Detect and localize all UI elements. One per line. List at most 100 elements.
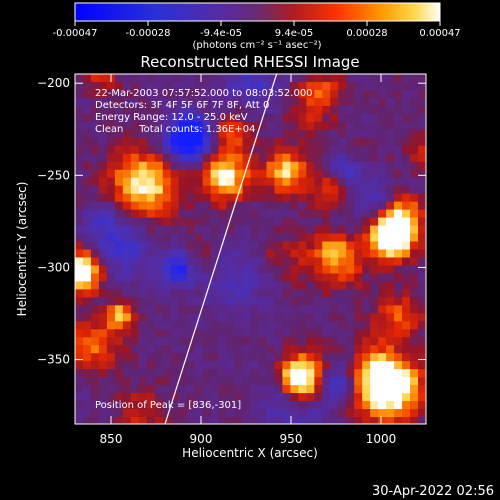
heatmap-cell <box>170 417 180 424</box>
heatmap-cell <box>114 337 124 346</box>
heatmap-cell <box>418 113 426 123</box>
heatmap-cell <box>130 241 140 251</box>
heatmap-cell <box>146 113 156 123</box>
heatmap-cell <box>154 129 164 139</box>
heatmap-cell <box>354 201 363 211</box>
heatmap-cell <box>386 361 395 370</box>
heatmap-cell <box>306 217 315 227</box>
heatmap-cell <box>154 273 164 283</box>
heatmap-cell <box>370 233 379 243</box>
heatmap-cell <box>138 113 148 123</box>
heatmap-cell <box>218 74 228 83</box>
heatmap-cell <box>106 385 116 394</box>
heatmap-cell <box>370 241 379 251</box>
heatmap-cell <box>82 401 92 410</box>
heatmap-cell <box>170 81 180 91</box>
heatmap-cell <box>354 289 363 298</box>
heatmap-cell <box>75 313 84 322</box>
heatmap-cell <box>314 185 323 195</box>
heatmap-cell <box>186 369 196 378</box>
heatmap-cell <box>146 369 156 378</box>
heatmap-cell <box>362 249 371 259</box>
heatmap-cell <box>410 241 419 251</box>
heatmap-cell <box>194 177 204 187</box>
heatmap-cell <box>210 321 220 330</box>
heatmap-cell <box>330 289 339 298</box>
heatmap-cell <box>298 81 307 91</box>
heatmap-cell <box>370 161 379 171</box>
heatmap-cell <box>242 81 252 91</box>
heatmap-cell <box>386 337 395 346</box>
heatmap-cell <box>354 161 363 171</box>
heatmap-cell <box>338 273 347 283</box>
heatmap-cell <box>234 97 244 107</box>
heatmap-cell <box>346 401 355 410</box>
heatmap-cell <box>370 337 379 346</box>
heatmap-cell <box>314 209 323 219</box>
heatmap-cell <box>274 337 284 346</box>
heatmap-cell <box>266 249 276 259</box>
heatmap-cell <box>162 401 172 410</box>
heatmap-cell <box>210 361 220 370</box>
heatmap-cell <box>162 265 172 275</box>
heatmap-cell <box>122 153 132 163</box>
heatmap-cell <box>378 361 387 370</box>
heatmap-cell <box>378 153 387 163</box>
heatmap-cell <box>202 281 212 290</box>
heatmap-cell <box>362 97 371 107</box>
heatmap-cell <box>218 153 228 163</box>
annotations: 22-Mar-2003 07:57:52.000 to 08:03:52.000… <box>95 88 313 411</box>
heatmap-cell <box>154 401 164 410</box>
heatmap-cell <box>322 393 331 402</box>
heatmap-cell <box>82 249 92 259</box>
heatmap-cell <box>194 185 204 195</box>
heatmap-cell <box>418 281 426 290</box>
heatmap-cell <box>250 361 260 370</box>
heatmap-cell <box>282 249 291 259</box>
heatmap-cell <box>282 361 291 370</box>
heatmap-cell <box>130 393 140 402</box>
heatmap-cell <box>314 225 323 235</box>
heatmap-cell <box>258 313 268 322</box>
heatmap-cell <box>234 409 244 418</box>
heatmap-cell <box>146 409 156 418</box>
heatmap-cell <box>138 361 148 370</box>
heatmap-cell <box>75 241 84 251</box>
heatmap-cell <box>154 249 164 259</box>
heatmap-cell <box>386 321 395 330</box>
heatmap-cell <box>242 145 252 155</box>
heatmap-cell <box>122 265 132 275</box>
heatmap-cell <box>258 265 268 275</box>
heatmap-cell <box>186 321 196 330</box>
heatmap-cell <box>306 417 315 424</box>
heatmap-cell <box>186 297 196 306</box>
heatmap-cell <box>290 361 299 370</box>
heatmap-cell <box>90 385 100 394</box>
heatmap-cell <box>234 377 244 386</box>
heatmap-cell <box>410 345 419 354</box>
heatmap-cell <box>346 353 355 362</box>
heatmap-cell <box>274 137 284 147</box>
heatmap-cell <box>258 137 268 147</box>
heatmap-cell <box>282 145 291 155</box>
heatmap-cell <box>298 321 307 330</box>
heatmap-cell <box>82 329 92 338</box>
heatmap-cell <box>234 281 244 290</box>
heatmap-cell <box>330 353 339 362</box>
heatmap-cell <box>298 297 307 306</box>
heatmap-cell <box>234 353 244 362</box>
heatmap-cell <box>218 273 228 283</box>
heatmap-cell <box>370 105 379 115</box>
heatmap-cell <box>234 169 244 179</box>
heatmap-cell <box>98 297 108 306</box>
heatmap-cell <box>242 289 252 298</box>
heatmap-cell <box>242 185 252 195</box>
heatmap-cell <box>322 209 331 219</box>
heatmap-cell <box>274 113 284 123</box>
heatmap-cell <box>210 153 220 163</box>
heatmap-cell <box>218 385 228 394</box>
heatmap-cell <box>170 361 180 370</box>
heatmap-cell <box>170 201 180 211</box>
heatmap-cell <box>258 385 268 394</box>
x-tick-label: 950 <box>280 432 303 446</box>
